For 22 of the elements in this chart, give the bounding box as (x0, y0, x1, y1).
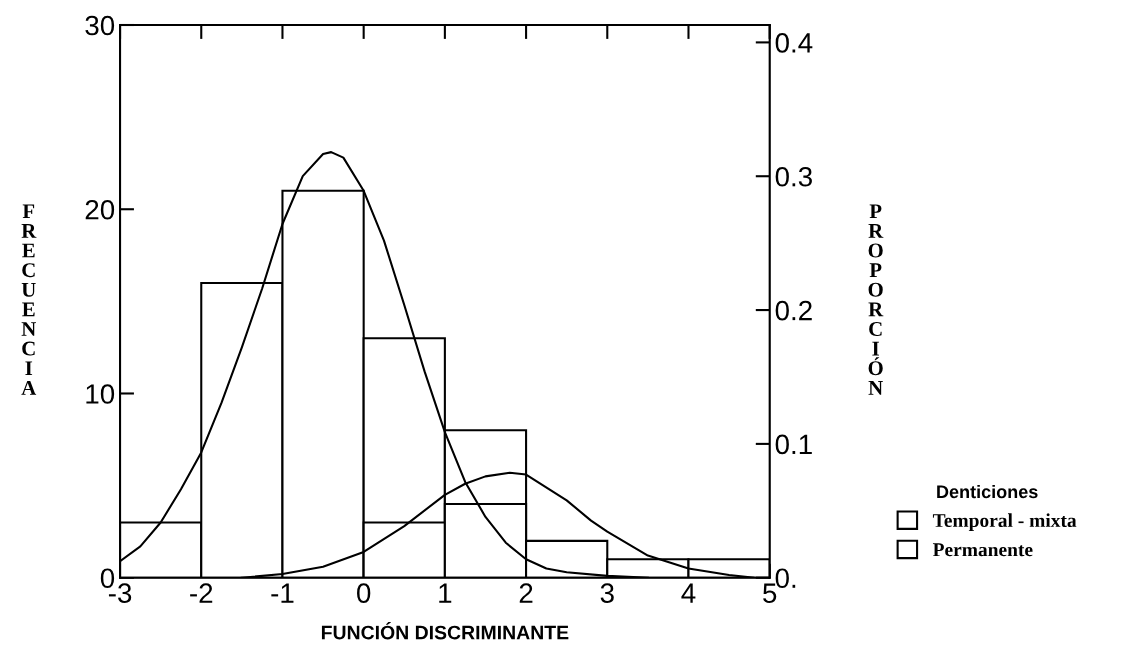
y-tick-label: 10 (86, 384, 115, 404)
text: FRECUENCIA (21, 204, 37, 395)
x-tick-label: 3 (600, 583, 614, 603)
x-tick-label: 1 (439, 583, 452, 603)
x-tick-label: 5 (763, 583, 777, 603)
x-tick-label: -2 (190, 583, 213, 603)
x-tick-label: 4 (681, 583, 696, 603)
legend-label: Permanente (932, 543, 1033, 557)
text: PROPORCIÓN (868, 204, 884, 395)
y2-tick-label: 0. (775, 568, 796, 589)
y-tick-label: 20 (85, 199, 115, 220)
y2-tick-label: 0.1 (775, 434, 812, 455)
legend-title: Denticiones (937, 484, 1038, 499)
legend-label: Temporal - mixta (932, 513, 1077, 531)
y-tick-label: 30 (85, 15, 115, 36)
y2-tick-label: 0.4 (775, 33, 813, 53)
x-tick-label: 0 (357, 583, 371, 603)
x-axis-title: FUNCIÓN DISCRIMINANTE (321, 622, 569, 640)
y2-tick-label: 0.2 (775, 300, 812, 321)
y2-tick-label: 0.3 (775, 166, 812, 187)
x-tick-label: 2 (519, 583, 533, 603)
x-tick-label: -1 (271, 583, 294, 603)
